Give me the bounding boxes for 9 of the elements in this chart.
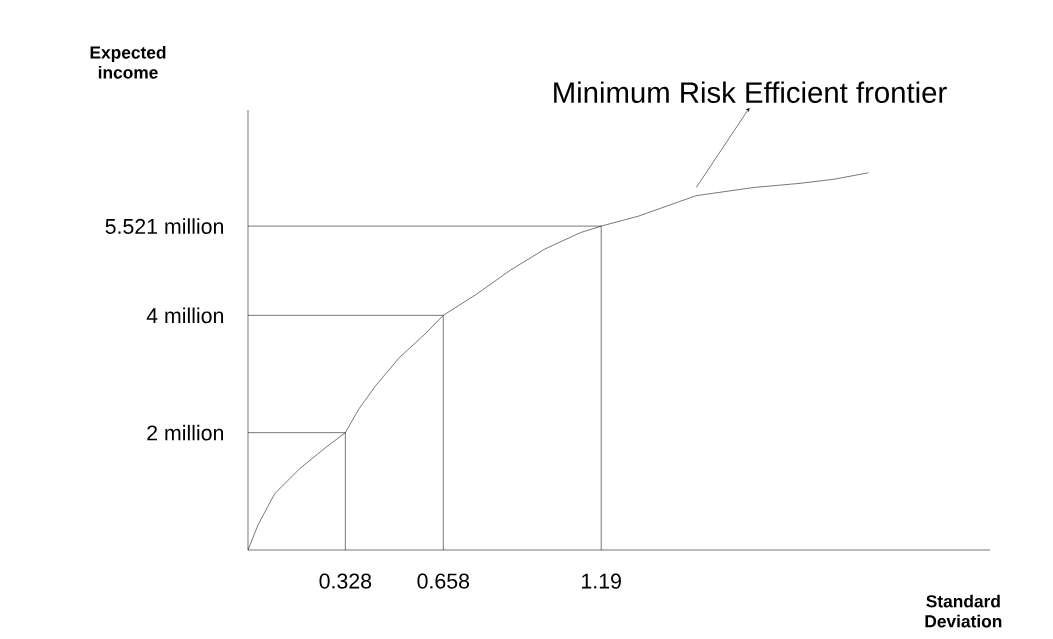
x-tick-label: 0.658: [417, 573, 470, 589]
y-tick-label: 4 million: [146, 307, 224, 324]
y-axis-title: Expected income: [90, 45, 166, 79]
annotation: Minimum Risk Efficient frontier: [554, 81, 947, 103]
x-tick-label: 1.19: [582, 573, 621, 589]
y-tick-label: 5.521 million: [105, 218, 224, 234]
x-tick-label: 0.328: [319, 573, 372, 589]
x-axis-title: Standard Deviation: [925, 594, 1002, 628]
y-tick-label: 2 million: [147, 424, 224, 441]
